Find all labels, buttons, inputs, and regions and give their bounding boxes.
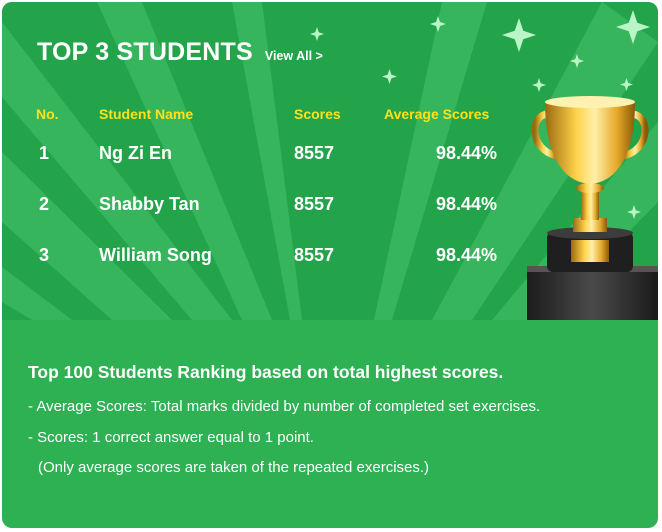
student-name: Shabby Tan: [99, 194, 200, 214]
student-score: 8557: [294, 143, 335, 163]
sparkle-icon: [570, 54, 584, 68]
top-students-panel: TOP 3 STUDENTS View All > No. Student Na…: [2, 2, 658, 320]
rank-number: 2: [39, 194, 50, 214]
info-heading: Top 100 Students Ranking based on total …: [28, 362, 504, 382]
info-line: - Average Scores: Total marks divided by…: [28, 398, 541, 415]
column-header-no: No.: [36, 106, 59, 122]
student-average: 98.44%: [436, 245, 498, 265]
sparkle-icon: [616, 10, 650, 44]
sparkle-icon: [310, 27, 324, 41]
student-name: William Song: [99, 245, 212, 265]
student-score: 8557: [294, 245, 335, 265]
sparkle-icon: [627, 205, 641, 219]
info-line: (Only average scores are taken of the re…: [38, 459, 430, 476]
student-name: Ng Zi En: [99, 143, 172, 163]
trophy-icon: [527, 96, 658, 320]
rank-number: 3: [39, 245, 50, 265]
student-score: 8557: [294, 194, 335, 214]
section-title: TOP 3 STUDENTS: [37, 38, 253, 66]
column-header-scores: Scores: [294, 106, 341, 122]
column-header-average: Average Scores: [384, 106, 490, 122]
rank-number: 1: [39, 143, 50, 163]
info-line: - Scores: 1 correct answer equal to 1 po…: [28, 429, 314, 446]
view-all-link[interactable]: View All >: [264, 49, 323, 63]
sunburst-background: [2, 2, 658, 320]
student-average: 98.44%: [436, 143, 498, 163]
leaderboard-card: TOP 3 STUDENTS View All > No. Student Na…: [2, 2, 658, 528]
column-header-name: Student Name: [99, 106, 194, 122]
sparkle-icon: [382, 69, 397, 84]
sparkle-icon: [620, 78, 633, 91]
info-section: Top 100 Students Ranking based on total …: [2, 320, 658, 528]
student-average: 98.44%: [436, 194, 498, 214]
sparkle-icon: [430, 16, 446, 32]
sparkle-icon: [532, 78, 546, 92]
sparkle-icon: [502, 18, 536, 52]
title-row: TOP 3 STUDENTS View All >: [37, 38, 323, 67]
